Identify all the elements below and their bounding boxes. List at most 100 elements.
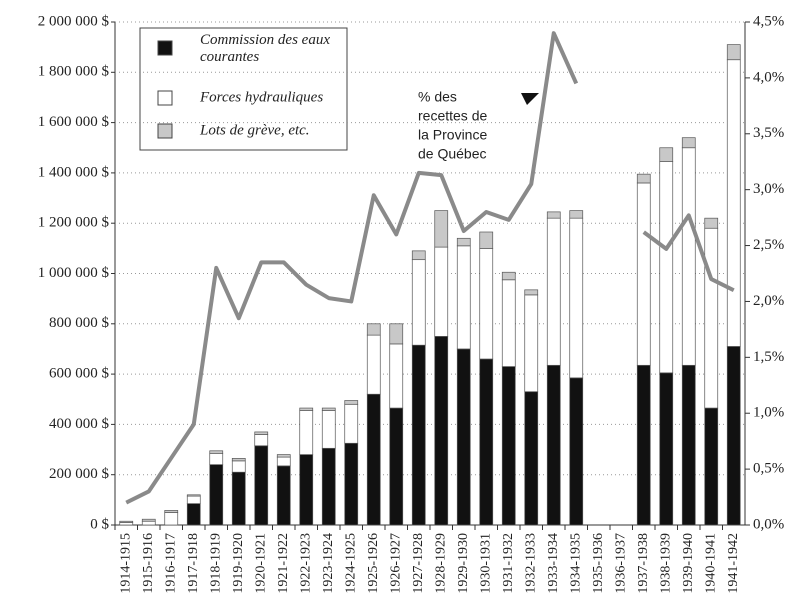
x-tick-label: 1919-1920 xyxy=(231,533,246,594)
bar-segment xyxy=(704,407,719,526)
bar-segment xyxy=(299,454,314,526)
bar-segment xyxy=(546,364,561,526)
x-tick-label: 1940-1941 xyxy=(703,533,718,594)
bar-segment xyxy=(726,44,741,61)
bar-segment xyxy=(321,410,336,449)
line xyxy=(125,31,735,505)
bar-segment xyxy=(344,403,359,444)
x-tick-label: 1923-1924 xyxy=(321,533,336,594)
x-tick-label: 1939-1940 xyxy=(681,533,696,594)
bar-segment xyxy=(456,348,471,526)
bar-segment xyxy=(726,346,741,526)
x-tick-label: 1915-1916 xyxy=(141,533,156,594)
legend-swatch xyxy=(157,123,173,139)
y2-tick-label: 2,0% xyxy=(753,293,784,309)
bar-segment xyxy=(501,271,516,281)
y-tick-label: 1 800 000 $ xyxy=(38,64,110,80)
bar-segment xyxy=(209,452,224,465)
x-tick-label: 1929-1930 xyxy=(456,533,471,594)
y2-tick-label: 4,5% xyxy=(753,13,784,29)
bar-segment xyxy=(434,246,449,337)
y2-tick-label: 0,0% xyxy=(753,516,784,532)
bar-segment xyxy=(231,471,246,526)
y2-tick-label: 3,5% xyxy=(753,125,784,141)
y-tick-label: 400 000 $ xyxy=(49,416,110,432)
bar-segment xyxy=(299,410,314,455)
y-tick-label: 1 600 000 $ xyxy=(38,114,110,130)
x-tick-label: 1917-1918 xyxy=(186,533,201,594)
bar-segment xyxy=(276,456,291,467)
bar-segment xyxy=(411,250,426,261)
bar-segment xyxy=(704,227,719,409)
legend-box xyxy=(139,27,348,151)
bar-segment xyxy=(141,520,156,526)
bar-segment xyxy=(276,454,291,458)
x-tick-label: 1937-1938 xyxy=(636,533,651,594)
bar-segment xyxy=(569,210,584,219)
legend-label: Commission des eaux courantes xyxy=(200,32,330,65)
y-tick-label: 200 000 $ xyxy=(49,466,110,482)
bar-segment xyxy=(299,407,314,411)
x-tick-label: 1933-1934 xyxy=(546,533,561,594)
y-tick-label: 1 000 000 $ xyxy=(38,265,110,281)
bar-segment xyxy=(344,442,359,526)
y2-tick-label: 3,0% xyxy=(753,181,784,197)
x-tick-label: 1922-1923 xyxy=(298,533,313,594)
y-tick-label: 1 200 000 $ xyxy=(38,215,110,231)
bar-segment xyxy=(344,400,359,405)
x-tick-label: 1928-1929 xyxy=(433,533,448,594)
annotation: recettes de xyxy=(418,108,487,124)
bar-segment xyxy=(636,173,651,184)
bar-segment xyxy=(479,248,494,360)
bar-segment xyxy=(704,217,719,229)
y-tick-label: 2 000 000 $ xyxy=(38,13,110,29)
x-tick-label: 1938-1939 xyxy=(658,533,673,594)
y-tick-label: 1 400 000 $ xyxy=(38,164,110,180)
bar-segment xyxy=(524,294,539,393)
bar-segment xyxy=(366,393,381,526)
bar-segment xyxy=(569,377,584,526)
x-tick-label: 1925-1926 xyxy=(366,533,381,594)
bar-segment xyxy=(389,323,404,345)
x-tick-label: 1916-1917 xyxy=(163,533,178,594)
y2-tick-label: 1,5% xyxy=(753,349,784,365)
bar-segment xyxy=(254,434,269,447)
bar-segment xyxy=(569,217,584,379)
bar-segment xyxy=(186,494,201,497)
bar-segment xyxy=(164,512,179,526)
x-tick-label: 1931-1932 xyxy=(501,533,516,594)
bar-segment xyxy=(501,279,516,367)
y2-tick-label: 0,5% xyxy=(753,461,784,477)
x-tick-label: 1934-1935 xyxy=(568,533,583,594)
bar-segment xyxy=(456,245,471,350)
x-tick-label: 1920-1921 xyxy=(253,533,268,594)
bar-segment xyxy=(186,495,201,504)
bar-segment xyxy=(321,407,336,411)
bar-segment xyxy=(434,336,449,526)
bar-segment xyxy=(119,522,134,526)
legend-swatch xyxy=(157,90,173,106)
bar-segment xyxy=(524,391,539,526)
bar-segment xyxy=(119,520,134,523)
bar-segment xyxy=(186,503,201,526)
x-tick-label: 1935-1936 xyxy=(591,533,606,594)
bar-segment xyxy=(276,465,291,526)
annotation-arrow xyxy=(521,93,539,105)
x-tick-label: 1921-1922 xyxy=(276,533,291,594)
annotation: % des xyxy=(418,89,457,105)
bar-segment xyxy=(411,344,426,526)
bar-segment xyxy=(366,323,381,336)
x-tick-label: 1926-1927 xyxy=(388,533,403,594)
x-tick-label: 1936-1937 xyxy=(613,533,628,594)
bar-segment xyxy=(659,372,674,526)
bar-segment xyxy=(659,161,674,374)
bar-segment xyxy=(546,217,561,366)
bar-segment xyxy=(231,458,246,462)
y2-tick-label: 1,0% xyxy=(753,405,784,421)
bar-segment xyxy=(141,518,156,522)
x-tick-label: 1924-1925 xyxy=(343,533,358,594)
y-tick-label: 600 000 $ xyxy=(49,366,110,382)
legend-label: Forces hydrauliques xyxy=(199,89,323,105)
bar-segment xyxy=(681,137,696,149)
x-tick-label: 1932-1933 xyxy=(523,533,538,594)
